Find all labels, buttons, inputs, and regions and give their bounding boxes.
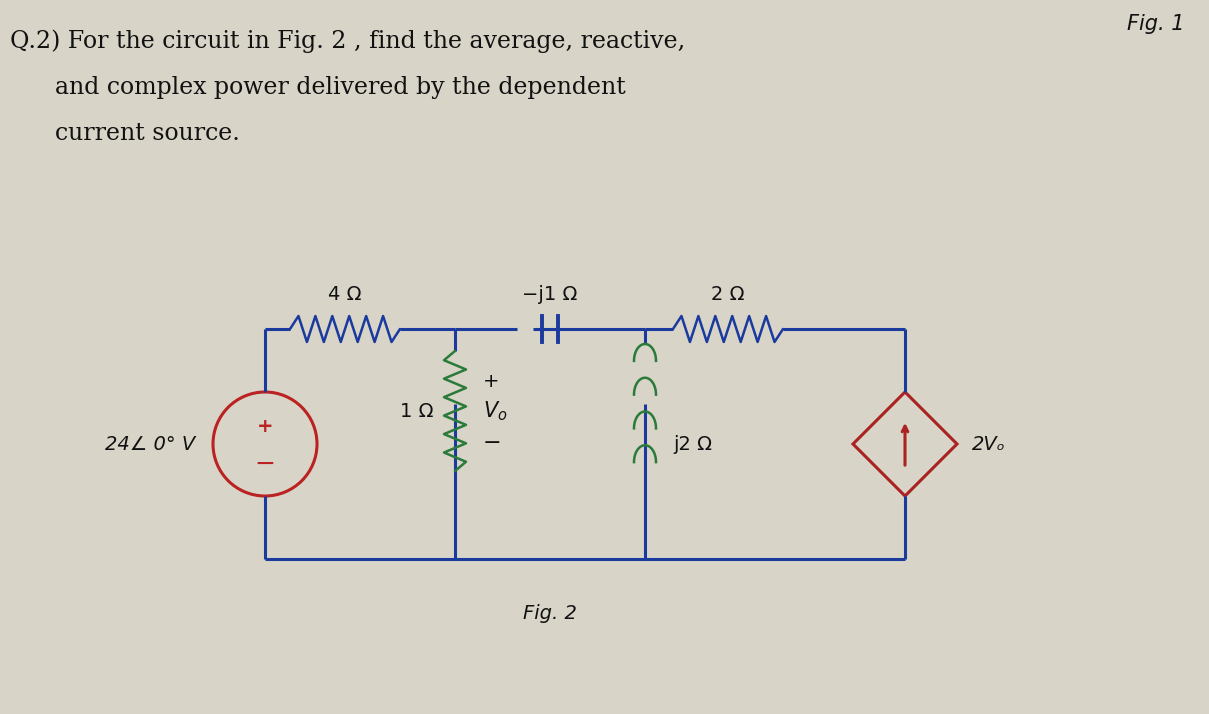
Text: 2 Ω: 2 Ω (711, 285, 745, 304)
Text: 24∠ 0° V: 24∠ 0° V (105, 435, 195, 453)
Text: −: − (484, 433, 502, 453)
Text: j2 Ω: j2 Ω (673, 435, 712, 453)
Text: Fig. 2: Fig. 2 (523, 604, 577, 623)
Text: −: − (255, 452, 276, 476)
Text: Q.2) For the circuit in Fig. 2 , find the average, reactive,: Q.2) For the circuit in Fig. 2 , find th… (10, 29, 686, 53)
Text: Fig. 1: Fig. 1 (1128, 14, 1185, 34)
Text: 4 Ω: 4 Ω (329, 285, 361, 304)
Text: −j1 Ω: −j1 Ω (522, 285, 578, 304)
Text: current source.: current source. (54, 122, 239, 145)
Text: $V_o$: $V_o$ (484, 399, 508, 423)
Text: +: + (256, 416, 273, 436)
Text: 2Vₒ: 2Vₒ (972, 435, 1006, 453)
Text: and complex power delivered by the dependent: and complex power delivered by the depen… (54, 76, 626, 99)
Text: 1 Ω: 1 Ω (399, 401, 433, 421)
Text: +: + (484, 371, 499, 391)
